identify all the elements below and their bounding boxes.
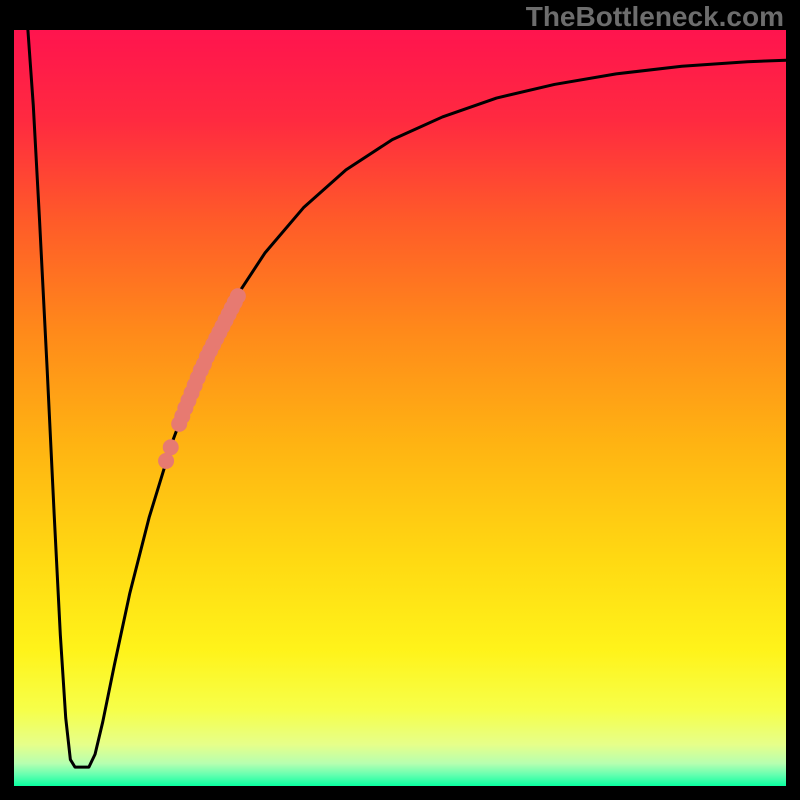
plot-background bbox=[14, 30, 786, 786]
highlight-marker bbox=[230, 288, 246, 304]
watermark-text: TheBottleneck.com bbox=[526, 1, 784, 33]
figure-root: TheBottleneck.com bbox=[0, 0, 800, 800]
highlight-marker bbox=[158, 453, 174, 469]
chart-svg bbox=[0, 0, 800, 800]
highlight-marker bbox=[163, 439, 179, 455]
